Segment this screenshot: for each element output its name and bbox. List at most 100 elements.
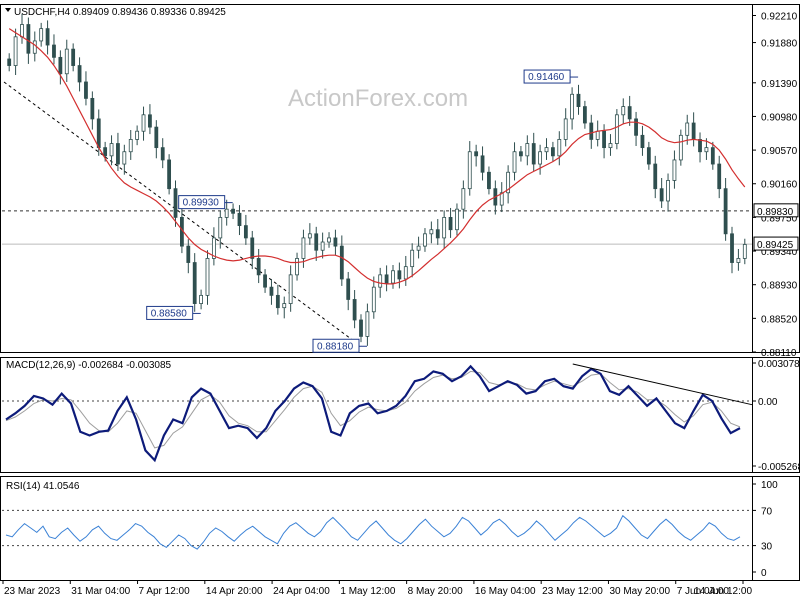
candle-body — [499, 192, 504, 206]
candle-body — [205, 258, 210, 296]
candle-body — [455, 208, 459, 231]
candle-body — [52, 44, 56, 58]
candle-body — [531, 143, 536, 165]
candle-body — [519, 151, 523, 157]
candle-body — [7, 58, 12, 66]
rsi-panel: RSI(14) 41.0546 100 70 30 0 — [0, 476, 800, 581]
candle-body — [538, 151, 543, 165]
candle-body — [646, 147, 651, 165]
price-annotation-label: 0.88180 — [317, 341, 354, 352]
time-axis: 23 Mar 2023 31 Mar 04:00 7 Apr 12:00 14 Apr… — [0, 580, 800, 597]
candle-body — [167, 159, 172, 190]
candle-body — [461, 188, 466, 210]
candle-body — [666, 180, 670, 202]
time-tick-label: 16 May 04:00 — [475, 586, 536, 597]
candle-body — [653, 163, 658, 190]
time-tick-label: 14 Apr 20:00 — [206, 586, 263, 597]
candle-body — [45, 28, 50, 46]
candle-body — [710, 147, 715, 165]
candle-body — [199, 294, 203, 304]
candle-body — [26, 24, 31, 54]
candle-body — [416, 245, 421, 251]
candle-body — [736, 258, 741, 263]
candle-body — [13, 36, 18, 66]
candle-body — [429, 229, 434, 235]
time-tick-label: 8 May 20:00 — [408, 586, 463, 597]
price-tick-label: 0.88930 — [761, 281, 798, 292]
candle-body — [154, 126, 159, 149]
price-tag-box — [753, 203, 799, 218]
candle-body — [186, 245, 191, 263]
candle-body — [295, 258, 299, 276]
time-tick-label: 1 May 12:00 — [340, 586, 395, 597]
price-annotation-label: 0.89930 — [183, 198, 220, 209]
rsi-tick-label: 70 — [761, 506, 773, 517]
candle-body — [116, 143, 120, 165]
candle-body — [627, 106, 632, 120]
candle-body — [346, 278, 351, 300]
macd-tick-label: 0.00 — [758, 397, 778, 408]
candle-body — [371, 286, 376, 313]
candle-body — [90, 97, 95, 120]
candle-body — [576, 93, 581, 107]
candle-body — [64, 48, 69, 75]
candle-body — [742, 244, 747, 259]
time-tick-label: 23 May 12:00 — [542, 586, 603, 597]
candle-body — [32, 40, 37, 54]
candle-body — [359, 319, 363, 337]
candle-body — [480, 155, 485, 173]
candle-body — [723, 188, 728, 235]
macd-tick-label: -0.005268 — [758, 462, 800, 473]
candle-body — [442, 216, 447, 239]
candle-body — [231, 208, 235, 214]
candle-body — [608, 143, 613, 149]
time-tick-label: 30 May 20:00 — [609, 586, 670, 597]
candle-body — [237, 212, 242, 227]
rsi-tick-label: 100 — [761, 480, 778, 491]
candle-body — [435, 229, 440, 239]
price-tick-label: 0.89340 — [761, 247, 798, 258]
candle-body — [211, 237, 216, 259]
candle-body — [20, 24, 24, 38]
candle-body — [678, 134, 683, 161]
candle-body — [730, 233, 734, 263]
candle-body — [704, 147, 709, 153]
candle-body — [288, 274, 293, 304]
candle-body — [582, 106, 587, 124]
candle-body — [96, 118, 101, 149]
time-tick-label: 24 Apr 04:00 — [273, 586, 330, 597]
candle-body — [263, 274, 267, 288]
moving-average-line — [8, 28, 746, 285]
candle-body — [474, 151, 479, 157]
descending-trendline — [3, 81, 362, 347]
candle-body — [148, 114, 152, 128]
candle-body — [640, 134, 645, 149]
candle-body — [339, 245, 344, 280]
macd-title: MACD(12,26,9) -0.002684 -0.003085 — [6, 360, 172, 371]
time-tick-label: 14 Jun 12:00 — [694, 586, 752, 597]
candle-body — [327, 237, 331, 243]
rsi-tick-label: 0 — [761, 568, 767, 579]
candle-body — [391, 270, 395, 284]
candle-body — [384, 274, 389, 284]
candle-body — [84, 81, 88, 99]
candle-body — [614, 114, 619, 144]
time-tick-label: 31 Mar 04:00 — [71, 586, 130, 597]
candle-body — [77, 65, 82, 83]
candle-body — [621, 106, 626, 116]
price-annotation-label: 0.91460 — [528, 72, 565, 83]
candle-body — [128, 139, 133, 153]
candle-body — [320, 241, 325, 251]
candle-body — [192, 262, 197, 304]
candle-body — [544, 147, 549, 153]
price-tag-label: 0.89830 — [757, 207, 794, 218]
candle-body — [103, 147, 108, 157]
candle-body — [551, 147, 555, 157]
rsi-panel-frame — [0, 476, 800, 581]
candle-body — [602, 130, 606, 149]
candle-body — [512, 151, 517, 173]
watermark-text: ActionForex.com — [288, 85, 468, 112]
candle-body — [256, 258, 261, 276]
time-tick-label: 23 Mar 2023 — [4, 586, 61, 597]
candle-body — [218, 216, 223, 239]
